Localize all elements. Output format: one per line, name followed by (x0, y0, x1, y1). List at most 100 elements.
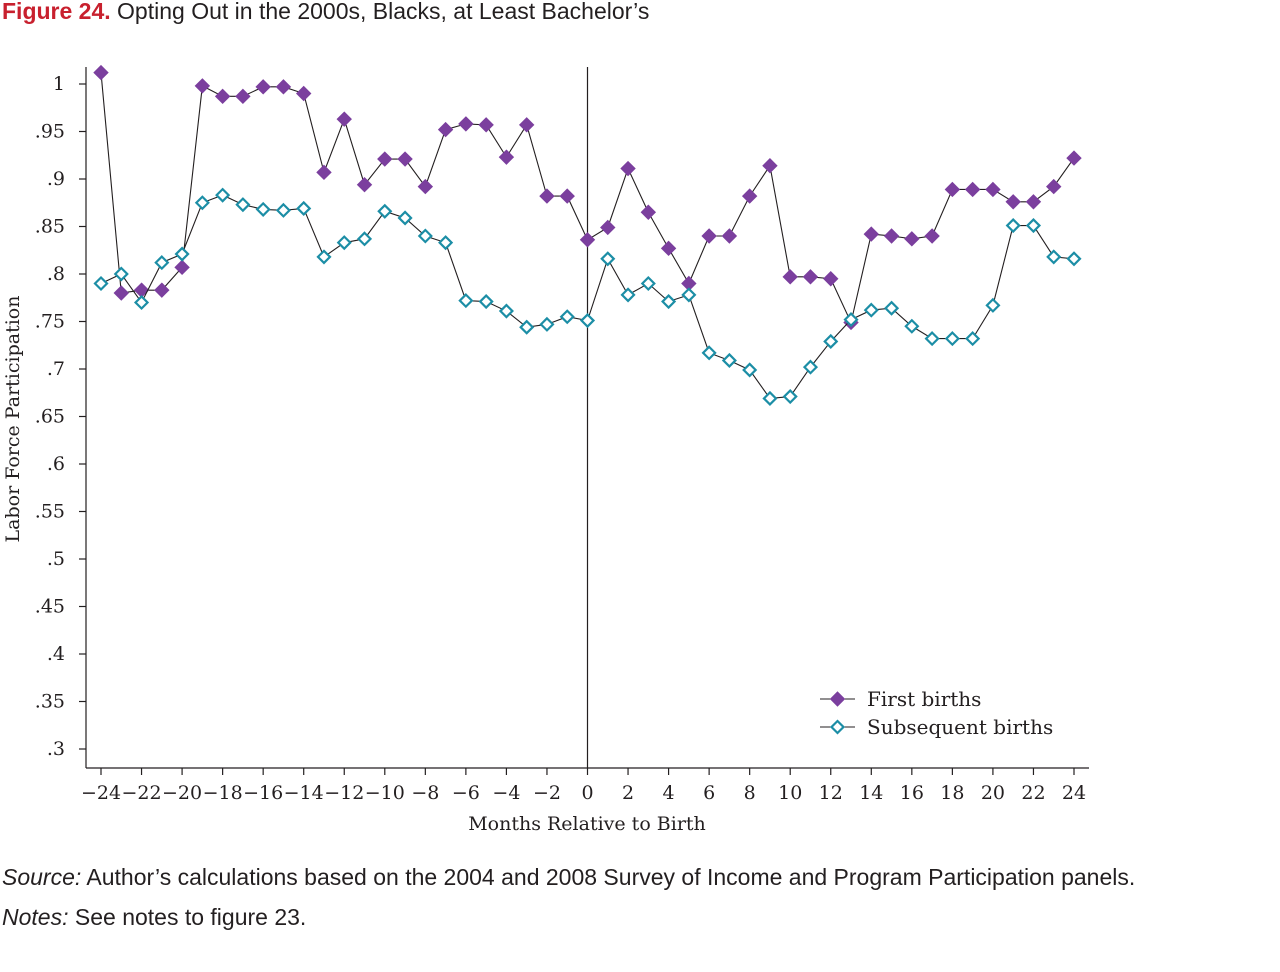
data-point-subsequent-births (154, 255, 170, 271)
data-point-subsequent-births (640, 275, 656, 292)
y-tick-label: .4 (47, 643, 65, 665)
y-tick-label: .9 (47, 168, 65, 190)
data-point-first-births (377, 151, 393, 167)
data-point-subsequent-births (620, 287, 636, 303)
data-point-first-births (478, 117, 494, 133)
x-tick-label: 2 (622, 782, 634, 804)
data-point-subsequent-births (661, 293, 677, 310)
chart-ticks: −24 −22 −20 −18 −16 −14 −12 −10 −8 −6 −4 −2 0 2 4 6 8 10 1… (35, 73, 1086, 804)
x-tick-label: 8 (744, 782, 756, 804)
data-point-subsequent-births (843, 312, 859, 328)
x-tick-label: −8 (411, 782, 439, 804)
data-point-subsequent-births (1066, 251, 1082, 267)
data-point-subsequent-births (1046, 249, 1062, 265)
data-point-first-births (924, 228, 940, 244)
x-tick-label: −2 (533, 782, 561, 804)
data-point-subsequent-births (681, 287, 697, 303)
y-tick-label: .5 (47, 548, 65, 570)
data-point-subsequent-births (985, 297, 1001, 313)
x-tick-label: −12 (324, 782, 364, 804)
data-point-first-births (721, 228, 738, 244)
x-tick-label: 22 (1021, 782, 1045, 804)
x-tick-label: 6 (703, 782, 715, 804)
data-point-subsequent-births (356, 231, 373, 247)
chart-axes (85, 67, 1089, 769)
x-tick-label: −16 (243, 782, 283, 804)
x-tick-label: −14 (284, 782, 324, 804)
data-point-first-births (701, 228, 717, 244)
x-tick-label: 24 (1062, 782, 1086, 804)
notes-text: See notes to figure 23. (74, 904, 307, 930)
data-point-subsequent-births (255, 201, 271, 217)
data-point-subsequent-births (539, 316, 555, 332)
data-point-first-births (883, 228, 900, 244)
data-point-subsequent-births (377, 203, 393, 219)
x-tick-label: −20 (162, 782, 202, 804)
x-tick-label: −6 (452, 782, 480, 804)
x-tick-label: 14 (859, 782, 883, 804)
data-point-subsequent-births (174, 246, 190, 262)
data-point-first-births (1066, 150, 1082, 166)
data-point-subsequent-births (133, 294, 150, 311)
legend-marker (829, 719, 846, 735)
y-tick-label: .8 (47, 263, 65, 285)
legend-item-first-births: First births (820, 687, 981, 711)
data-point-first-births (296, 85, 312, 102)
data-point-first-births (93, 64, 109, 81)
data-point-subsequent-births (498, 303, 514, 319)
data-point-subsequent-births (215, 187, 231, 203)
data-point-first-births (762, 157, 778, 174)
chart-legend: First births Subsequent births (820, 687, 1053, 739)
data-point-subsequent-births (194, 195, 210, 211)
x-tick-label: 0 (581, 782, 593, 804)
y-tick-label: 1 (53, 73, 65, 95)
data-point-first-births (275, 79, 292, 95)
data-point-subsequent-births (417, 228, 433, 244)
data-point-subsequent-births (397, 210, 413, 226)
data-point-first-births (518, 117, 535, 133)
x-tick-label: 18 (940, 782, 964, 804)
data-point-subsequent-births (579, 312, 596, 329)
data-point-first-births (741, 188, 758, 204)
data-point-subsequent-births (802, 359, 819, 375)
y-tick-label: .75 (35, 311, 65, 333)
x-tick-label: −22 (121, 782, 161, 804)
data-point-subsequent-births (93, 275, 109, 292)
data-point-subsequent-births (823, 333, 839, 350)
data-point-subsequent-births (519, 319, 535, 335)
data-point-subsequent-births (782, 388, 798, 405)
data-point-first-births (458, 116, 474, 132)
data-point-first-births (620, 160, 636, 177)
data-point-subsequent-births (336, 235, 352, 251)
x-tick-label: 4 (663, 782, 675, 804)
data-point-first-births (985, 181, 1001, 198)
legend-label: Subsequent births (867, 715, 1053, 739)
x-tick-label: 10 (778, 782, 802, 804)
legend-item-subsequent-births: Subsequent births (820, 715, 1053, 739)
data-point-subsequent-births (924, 331, 940, 347)
x-tick-label: −18 (203, 782, 243, 804)
data-point-first-births (1005, 194, 1021, 210)
source-label: Source: (2, 864, 82, 890)
data-point-first-births (174, 259, 190, 276)
figure-title-text: Opting Out in the 2000s, Blacks, at Leas… (117, 0, 650, 24)
y-tick-label: .95 (35, 121, 65, 143)
data-point-subsequent-births (884, 300, 900, 316)
data-point-subsequent-births (863, 302, 879, 318)
data-point-first-births (660, 240, 677, 257)
data-point-first-births (214, 88, 231, 105)
y-tick-label: .6 (47, 453, 65, 475)
data-point-subsequent-births (904, 318, 920, 334)
y-tick-label: .35 (35, 691, 65, 713)
x-tick-label: −10 (365, 782, 405, 804)
data-point-first-births (356, 176, 373, 193)
data-point-subsequent-births (275, 202, 291, 218)
source-note: Source: Author’s calculations based on t… (2, 857, 1278, 897)
data-point-first-births (823, 271, 839, 287)
y-axis-label: Labor Force Participation (2, 296, 24, 543)
figure-title: Figure 24. Opting Out in the 2000s, Blac… (2, 0, 649, 25)
data-point-subsequent-births (762, 390, 778, 407)
data-point-subsequent-births (235, 197, 251, 213)
data-point-subsequent-births (600, 251, 616, 267)
x-tick-label: −24 (81, 782, 121, 804)
